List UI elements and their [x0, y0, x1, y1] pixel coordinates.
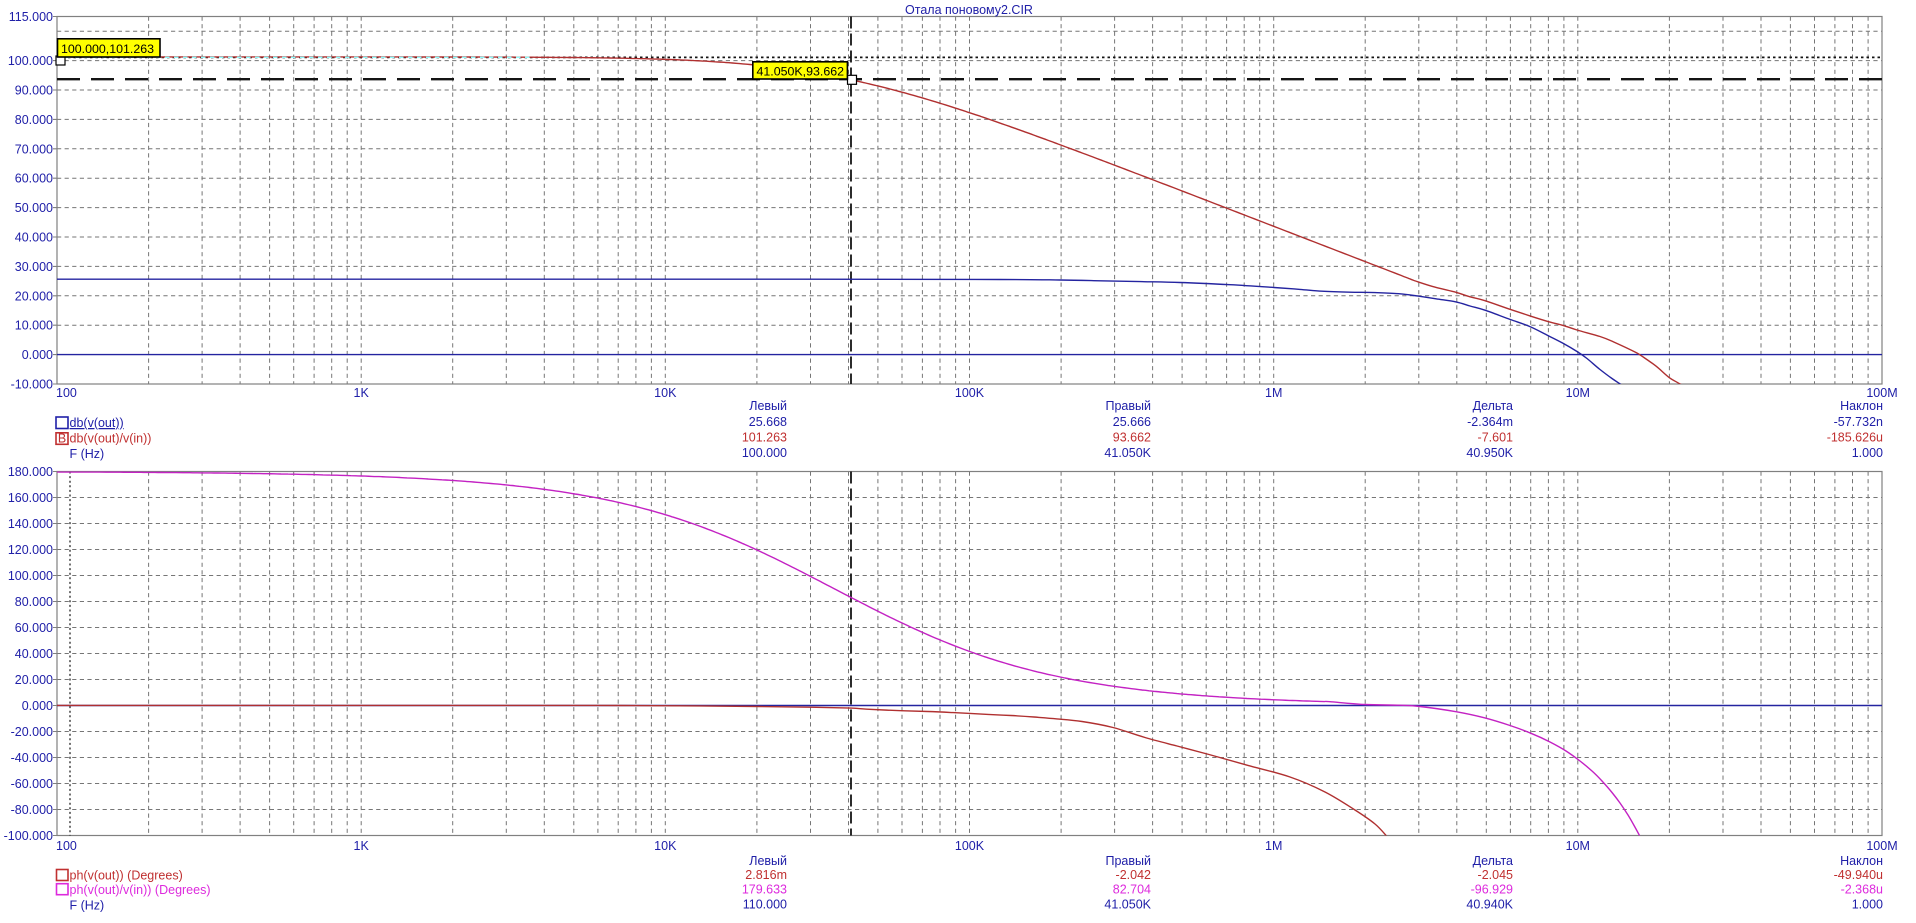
- svg-text:Дельта: Дельта: [1473, 399, 1513, 413]
- svg-text:179.633: 179.633: [742, 882, 787, 896]
- svg-text:40.940K: 40.940K: [1466, 898, 1513, 912]
- svg-text:100.000: 100.000: [742, 446, 787, 460]
- svg-text:0.000: 0.000: [22, 699, 53, 713]
- svg-text:-2.042: -2.042: [1116, 868, 1151, 882]
- svg-text:Левый: Левый: [749, 399, 787, 413]
- svg-text:1.000: 1.000: [1852, 898, 1883, 912]
- svg-text:70.000: 70.000: [15, 142, 53, 156]
- svg-text:-10.000: -10.000: [11, 378, 53, 392]
- svg-text:Правый: Правый: [1106, 399, 1152, 413]
- svg-text:Отала поновому2.CIR: Отала поновому2.CIR: [905, 3, 1033, 17]
- svg-text:10M: 10M: [1566, 386, 1590, 400]
- svg-text:20.000: 20.000: [15, 673, 53, 687]
- svg-text:1M: 1M: [1265, 386, 1282, 400]
- svg-text:1M: 1M: [1265, 839, 1282, 853]
- svg-text:10M: 10M: [1566, 839, 1590, 853]
- svg-text:10.000: 10.000: [15, 319, 53, 333]
- svg-text:10K: 10K: [654, 839, 677, 853]
- svg-text:100.000,101.263: 100.000,101.263: [61, 42, 154, 56]
- svg-text:101.263: 101.263: [742, 431, 787, 445]
- svg-text:Левый: Левый: [749, 854, 787, 868]
- svg-text:0.000: 0.000: [22, 348, 53, 362]
- svg-text:80.000: 80.000: [15, 595, 53, 609]
- svg-text:-2.364m: -2.364m: [1467, 415, 1513, 429]
- svg-text:100K: 100K: [955, 839, 985, 853]
- svg-text:Правый: Правый: [1106, 854, 1152, 868]
- svg-text:160.000: 160.000: [8, 491, 53, 505]
- svg-text:82.704: 82.704: [1113, 882, 1151, 896]
- svg-text:120.000: 120.000: [8, 543, 53, 557]
- svg-text:90.000: 90.000: [15, 84, 53, 98]
- svg-text:-40.000: -40.000: [11, 751, 53, 765]
- svg-text:-185.626u: -185.626u: [1827, 431, 1883, 445]
- svg-text:93.662: 93.662: [1113, 431, 1151, 445]
- svg-text:100: 100: [56, 839, 77, 853]
- svg-text:F (Hz): F (Hz): [70, 447, 105, 461]
- svg-text:-2.045: -2.045: [1478, 868, 1513, 882]
- svg-text:-60.000: -60.000: [11, 777, 53, 791]
- svg-text:100K: 100K: [955, 386, 985, 400]
- svg-text:1.000: 1.000: [1852, 446, 1883, 460]
- svg-text:Наклон: Наклон: [1840, 399, 1883, 413]
- svg-text:40.000: 40.000: [15, 231, 53, 245]
- svg-text:-100.000: -100.000: [4, 829, 53, 843]
- svg-text:60.000: 60.000: [15, 621, 53, 635]
- svg-text:110.000: 110.000: [743, 898, 787, 912]
- svg-text:100M: 100M: [1866, 386, 1897, 400]
- svg-text:60.000: 60.000: [15, 172, 53, 186]
- svg-text:50.000: 50.000: [15, 201, 53, 215]
- svg-text:100.000: 100.000: [8, 54, 53, 68]
- svg-text:-49.940u: -49.940u: [1834, 868, 1883, 882]
- svg-text:40.000: 40.000: [15, 647, 53, 661]
- svg-text:41.050K: 41.050K: [1104, 446, 1151, 460]
- svg-text:100M: 100M: [1866, 839, 1897, 853]
- svg-text:140.000: 140.000: [8, 517, 53, 531]
- svg-text:115.000: 115.000: [9, 10, 53, 24]
- svg-text:2.816m: 2.816m: [745, 868, 787, 882]
- svg-text:ph(v(out)/v(in)) (Degrees): ph(v(out)/v(in)) (Degrees): [70, 883, 211, 897]
- svg-text:1K: 1K: [354, 839, 370, 853]
- svg-text:180.000: 180.000: [8, 465, 53, 479]
- svg-text:Наклон: Наклон: [1840, 854, 1883, 868]
- svg-text:-57.732n: -57.732n: [1834, 415, 1883, 429]
- svg-text:20.000: 20.000: [15, 289, 53, 303]
- svg-text:db(v(out)): db(v(out)): [70, 416, 124, 430]
- svg-text:40.950K: 40.950K: [1466, 446, 1513, 460]
- svg-text:-7.601: -7.601: [1478, 431, 1513, 445]
- svg-text:10K: 10K: [654, 386, 677, 400]
- svg-text:41.050K: 41.050K: [1104, 898, 1151, 912]
- svg-text:ph(v(out)) (Degrees): ph(v(out)) (Degrees): [70, 869, 183, 883]
- svg-text:1K: 1K: [354, 386, 370, 400]
- svg-text:Дельта: Дельта: [1473, 854, 1513, 868]
- svg-text:100: 100: [56, 386, 77, 400]
- svg-text:-2.368u: -2.368u: [1841, 882, 1883, 896]
- svg-text:80.000: 80.000: [15, 113, 53, 127]
- svg-text:F (Hz): F (Hz): [70, 899, 105, 913]
- svg-text:100.000: 100.000: [8, 569, 53, 583]
- svg-text:25.666: 25.666: [1113, 415, 1151, 429]
- svg-text:25.668: 25.668: [749, 415, 787, 429]
- svg-text:db(v(out)/v(in)): db(v(out)/v(in)): [70, 432, 152, 446]
- svg-text:B: B: [58, 431, 66, 445]
- svg-text:30.000: 30.000: [15, 260, 53, 274]
- svg-text:-80.000: -80.000: [11, 803, 53, 817]
- svg-text:41.050K,93.662: 41.050K,93.662: [757, 65, 845, 79]
- svg-text:-96.929: -96.929: [1471, 882, 1513, 896]
- svg-text:-20.000: -20.000: [11, 725, 53, 739]
